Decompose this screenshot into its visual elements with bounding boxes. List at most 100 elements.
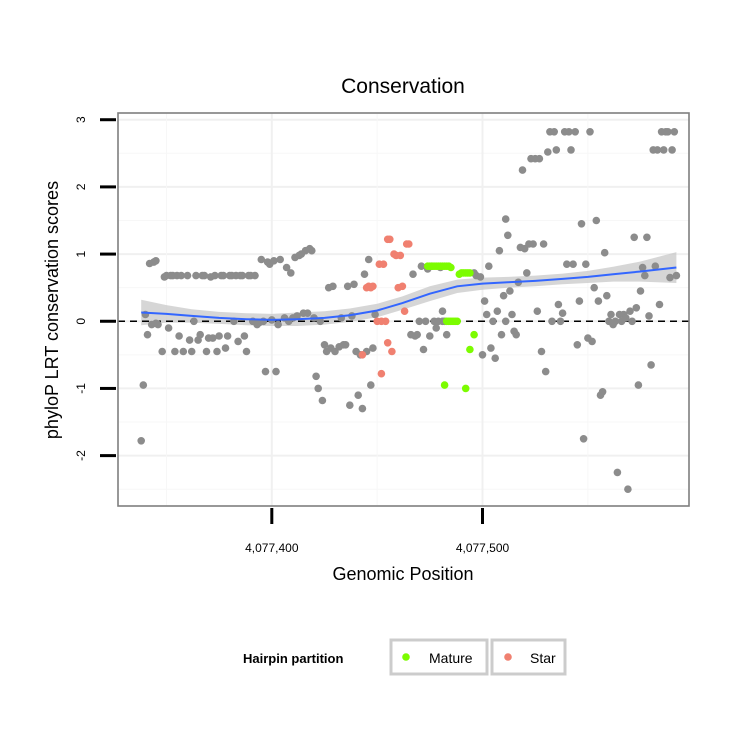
point-other: [571, 128, 579, 136]
x-axis: 4,077,400 4,077,500: [245, 508, 510, 555]
point-other: [485, 262, 493, 271]
point-other: [213, 347, 221, 356]
point-other: [630, 233, 638, 242]
point-other: [421, 317, 430, 326]
point-other: [261, 367, 270, 376]
point-other: [223, 332, 232, 340]
point-mature: [461, 384, 470, 393]
point-other: [314, 384, 323, 393]
point-other: [573, 341, 582, 349]
y-axis: -2 -1 0 1 2 3: [74, 116, 116, 461]
point-other: [179, 347, 188, 356]
point-other: [316, 317, 325, 326]
point-other: [672, 271, 681, 280]
point-star: [383, 339, 392, 347]
point-other: [192, 271, 200, 280]
point-other: [187, 347, 196, 356]
point-other: [529, 240, 537, 248]
point-star: [358, 351, 367, 359]
point-other: [523, 269, 531, 277]
point-other: [196, 330, 204, 339]
x-tick-label: 4,077,500: [456, 541, 510, 555]
point-other: [600, 248, 609, 257]
point-other: [495, 246, 504, 255]
point-other: [643, 233, 651, 242]
point-other: [653, 146, 662, 154]
point-mature: [447, 263, 455, 272]
point-mature: [453, 317, 462, 326]
point-other: [215, 332, 223, 340]
point-other: [354, 391, 363, 400]
point-other: [535, 154, 544, 163]
point-other: [154, 320, 162, 329]
point-star: [379, 260, 388, 269]
point-other: [143, 330, 152, 339]
point-other: [508, 310, 516, 319]
point-other: [242, 347, 251, 356]
point-star: [405, 240, 413, 248]
point-other: [501, 317, 510, 326]
point-other: [624, 485, 632, 494]
point-other: [303, 309, 312, 318]
point-other: [238, 271, 247, 280]
point-star: [388, 347, 396, 356]
legend-title: Hairpin partition: [243, 651, 343, 666]
point-other: [240, 332, 249, 340]
point-other: [487, 344, 495, 352]
point-other: [493, 307, 502, 316]
point-other: [432, 324, 441, 332]
point-other: [489, 317, 497, 326]
point-other: [655, 300, 664, 309]
legend-dot-star: [504, 653, 512, 661]
point-other: [341, 341, 350, 349]
point-other: [499, 291, 508, 300]
point-other: [183, 271, 192, 280]
chart-title: Conservation: [341, 75, 465, 98]
point-mature: [440, 381, 449, 389]
y-tick-label: 0: [74, 318, 88, 325]
point-other: [219, 271, 228, 280]
point-other: [164, 324, 173, 332]
point-other: [512, 330, 520, 339]
point-other: [491, 354, 500, 363]
x-tick-label: 4,077,400: [245, 541, 299, 555]
point-other: [367, 381, 375, 389]
point-other: [613, 468, 622, 477]
point-other: [371, 310, 379, 319]
point-other: [567, 146, 575, 154]
point-other: [647, 361, 655, 369]
smooth-line: [141, 266, 677, 321]
point-other: [274, 320, 282, 329]
point-other: [554, 300, 563, 309]
point-star: [396, 251, 405, 260]
y-axis-title: phyloP LRT conservation scores: [42, 181, 62, 439]
point-other: [329, 282, 337, 291]
legend-label-mature: Mature: [429, 650, 473, 666]
point-mature: [470, 330, 478, 339]
point-other: [419, 345, 428, 354]
legend-dot-mature: [402, 653, 410, 661]
point-other: [272, 367, 280, 376]
point-other: [666, 273, 674, 282]
point-other: [588, 337, 596, 346]
point-other: [634, 381, 643, 389]
point-other: [504, 231, 512, 240]
point-other: [171, 347, 179, 356]
legend: Hairpin partition Mature Star: [243, 638, 567, 676]
point-other: [569, 260, 577, 269]
point-other: [586, 128, 594, 136]
point-other: [645, 312, 653, 320]
y-tick-label: 2: [74, 183, 88, 190]
point-other: [638, 263, 647, 272]
point-other: [541, 367, 550, 376]
point-other: [282, 263, 291, 272]
point-other: [632, 304, 641, 312]
point-other: [190, 317, 198, 326]
point-other: [413, 330, 422, 339]
point-other: [603, 291, 611, 300]
point-other: [579, 435, 588, 443]
point-other: [251, 271, 259, 280]
point-other: [501, 215, 510, 223]
point-other: [659, 146, 668, 154]
point-other: [611, 317, 620, 326]
